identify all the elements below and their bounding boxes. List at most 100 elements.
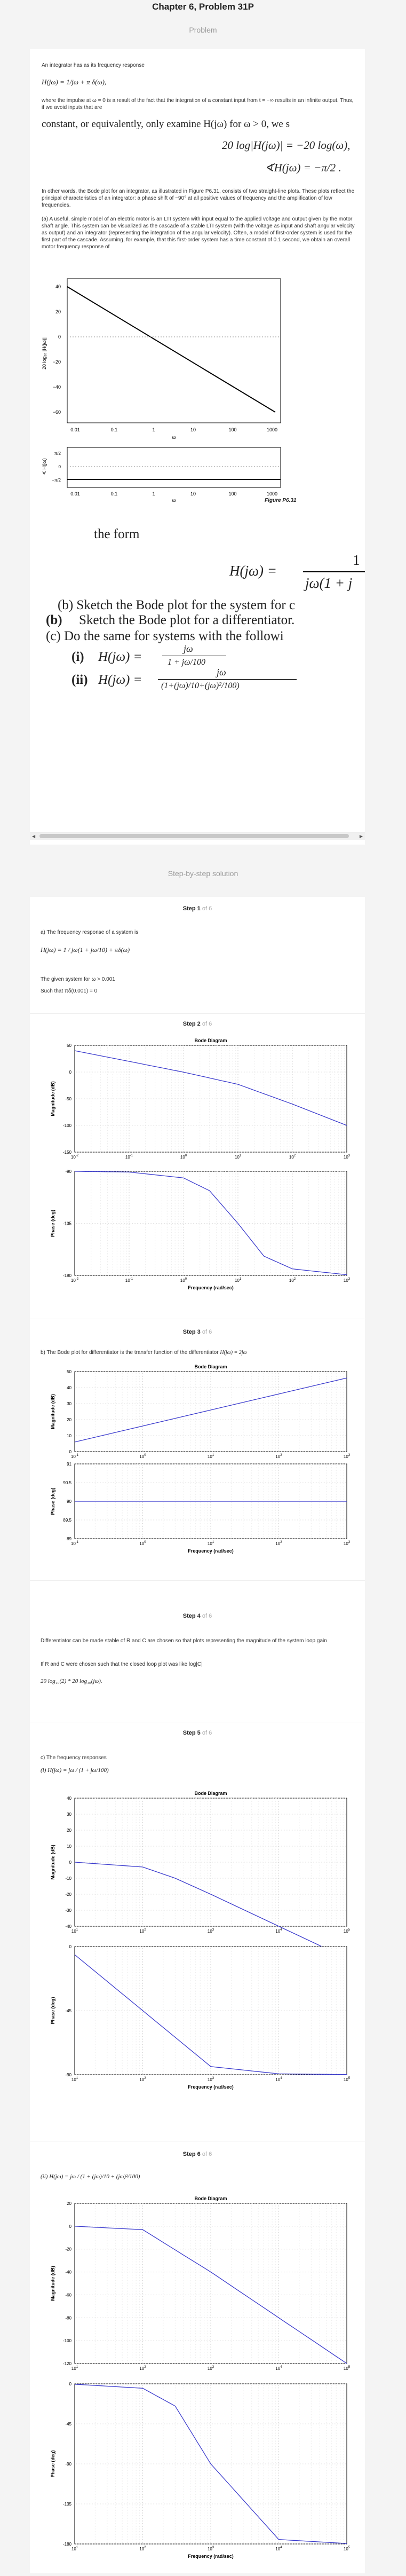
xtick-label: 101: [235, 1154, 242, 1160]
ytick-label: 20: [67, 2201, 71, 2206]
horizontal-scrollbar[interactable]: ◀ ▶: [30, 832, 365, 840]
ytick: 20: [55, 309, 61, 314]
problem-eq-form-num: 1: [353, 552, 360, 568]
ytick-label: -135: [63, 1222, 72, 1226]
scroll-left-icon[interactable]: ◀: [32, 834, 36, 839]
page-title: Chapter 6, Problem 31P: [152, 2, 254, 12]
problem-ci-den: 1 + jω/100: [168, 658, 205, 667]
step-2: Step 2 of 6 50 0 -50 -100 -150 10-2 10-1 100 101…: [30, 1014, 365, 1303]
y-axis-label: Phase (deg): [50, 1487, 55, 1515]
problem-para1b: constant, or equivalently, only examine …: [42, 119, 290, 130]
ytick: −40: [53, 384, 61, 390]
ytick-label: -50: [65, 1097, 71, 1101]
ytick-label: -20: [65, 2247, 71, 2252]
series-line: [74, 1377, 347, 1443]
problem-ci-label: (i): [71, 650, 84, 664]
xtick-label: 10-1: [71, 1541, 79, 1546]
solution-heading: Step-by-step solution: [168, 869, 238, 878]
ytick-label: 40: [67, 1385, 71, 1390]
xtick-label: 102: [139, 2546, 146, 2551]
ytick-label: -100: [63, 2338, 72, 2343]
ytick-label: -90: [65, 1169, 71, 1174]
ytick-label: 30: [67, 1812, 71, 1817]
step1-such: Such that πδ(0.001) = 0: [41, 988, 98, 994]
step-5: Step 5 of 6 c) The frequency responses (…: [30, 1722, 365, 2139]
integrator-mag-ylabel: 20 log₁₀ |H(jω)|: [42, 337, 47, 369]
ytick-label: -90: [65, 2073, 71, 2077]
xtick-label: 103: [208, 1928, 214, 1934]
x-axis-label: Frequency (rad/sec): [188, 1548, 234, 1554]
xtick: 0.01: [70, 491, 80, 497]
ytick-label: -100: [63, 1123, 72, 1128]
ytick-label: 0: [69, 1450, 72, 1454]
ytick-label: 89.5: [63, 1518, 71, 1523]
integrator-mag-xlabel: ω: [172, 435, 176, 440]
ytick-label: 20: [67, 1417, 71, 1422]
step-header: Step 5 of 6: [182, 1730, 212, 1736]
ytick-label: 0: [69, 1944, 72, 1949]
problem-cii-num: jω: [217, 667, 226, 678]
problem-b2-text: Sketch the Bode plot for a differentiato…: [79, 613, 295, 627]
integrator-mag-yticks: 40 20 0 −20 −40 −60: [53, 284, 61, 415]
xtick-label: 102: [139, 1928, 146, 1934]
ytick-label: -45: [65, 2008, 71, 2013]
series-line: [74, 1171, 347, 1275]
integrator-phase-plot: ∢ H(jω) π/2 0 −π/2 0.01 0.1 1 10 100 100…: [42, 447, 281, 503]
ytick: 40: [55, 284, 61, 289]
ytick-label: 0: [69, 2382, 72, 2386]
xtick-label: 101: [208, 1454, 214, 1459]
step4-eq: 20 log₁₀(2) * 20 log₁₀(jω).: [41, 1678, 102, 1684]
problem-c-text: (c) Do the same for systems with the fol…: [46, 629, 284, 643]
problem-para2: In other words, the Bode plot for an int…: [42, 188, 355, 208]
xtick-label: 102: [139, 2077, 146, 2082]
xtick-label: 103: [344, 1154, 351, 1160]
ytick-label: -10: [65, 1876, 71, 1881]
xtick: 1: [152, 427, 155, 432]
ytick-label: 20: [67, 1828, 71, 1833]
ytick-label: -80: [65, 2315, 71, 2320]
y-axis-label: Magnitude (dB): [50, 1845, 55, 1880]
problem-form-text: the form: [94, 527, 140, 541]
ytick-label: 90: [67, 1499, 71, 1504]
xtick: 100: [228, 427, 236, 432]
y-axis-label: Phase (deg): [50, 1997, 55, 2024]
ytick-label: 10: [67, 1844, 71, 1849]
xtick-label: 105: [344, 1928, 351, 1934]
integrator-phase-xlabel: ω: [172, 498, 176, 503]
step5-c: c) The frequency responses: [41, 1755, 107, 1761]
fraction-bar: [303, 571, 365, 572]
problem-para3: (a) A useful, simple model of an electri…: [42, 216, 355, 250]
xtick-label: 102: [289, 1154, 296, 1160]
xtick-label: 103: [344, 1454, 351, 1459]
ytick-label: 0: [69, 2224, 72, 2229]
xtick-label: 10-1: [125, 1278, 133, 1283]
xtick-label: 101: [71, 2077, 78, 2082]
scroll-right-icon[interactable]: ▶: [359, 834, 363, 839]
ytick-label: -60: [65, 2293, 71, 2297]
ytick-label: -120: [63, 2361, 72, 2366]
step5-ci: (i) H(jω) = jω / (1 + jω/100): [41, 1767, 109, 1774]
scrollbar-thumb[interactable]: [39, 834, 349, 838]
xtick-label: 103: [344, 1278, 351, 1283]
step1-a: a) The frequency response of a system is: [41, 929, 139, 935]
problem-eq-form: H(jω) =: [229, 563, 277, 579]
ytick-label: 91: [67, 1462, 71, 1467]
ytick: −π/2: [52, 478, 61, 483]
y-axis-label: Magnitude (dB): [50, 2266, 55, 2301]
y-axis-label: Magnitude (dB): [50, 1394, 55, 1429]
xtick-label: 102: [139, 2366, 146, 2371]
problem-cii-eq: H(jω) =: [98, 673, 142, 687]
xtick-label: 101: [208, 1541, 214, 1546]
problem-eq-form-den: jω(1 + j: [305, 575, 353, 591]
ytick-label: -180: [63, 1273, 72, 1278]
problem-eq1: H(jω) = 1/jω + π δ(ω),: [42, 78, 107, 86]
ytick-label: -40: [65, 2270, 71, 2275]
xtick: 1000: [267, 491, 277, 497]
chart-title: Bode Diagram: [194, 1038, 227, 1043]
ytick-label: 40: [67, 1796, 71, 1801]
xtick-label: 10-2: [71, 1278, 79, 1283]
xtick-label: 10-2: [71, 1154, 79, 1160]
